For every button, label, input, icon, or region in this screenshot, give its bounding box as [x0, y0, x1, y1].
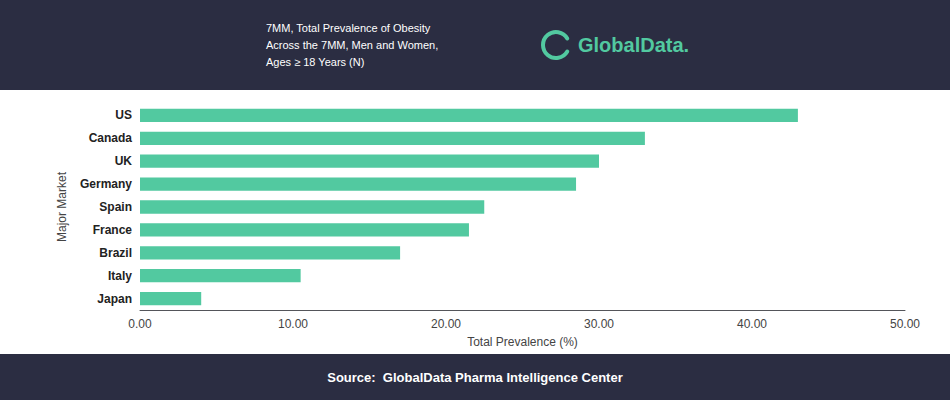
svg-text:GlobalData.: GlobalData.: [578, 34, 689, 56]
svg-text:UK: UK: [115, 154, 133, 168]
svg-text:10.00: 10.00: [278, 317, 308, 331]
svg-text:20.00: 20.00: [431, 317, 461, 331]
svg-text:0.00: 0.00: [128, 317, 152, 331]
svg-text:Japan: Japan: [97, 292, 132, 306]
svg-text:Brazil: Brazil: [99, 246, 132, 260]
svg-text:7MM, Total Prevalence of Obesi: 7MM, Total Prevalence of Obesity: [266, 22, 431, 34]
svg-text:France: France: [93, 223, 133, 237]
svg-text:Ages ≥ 18 Years (N): Ages ≥ 18 Years (N): [266, 56, 364, 68]
svg-text:Spain: Spain: [99, 200, 132, 214]
svg-text:Total Prevalence (%): Total Prevalence (%): [467, 335, 578, 349]
svg-text:US: US: [115, 108, 132, 122]
svg-text:Canada: Canada: [89, 131, 133, 145]
svg-text:40.00: 40.00: [737, 317, 767, 331]
svg-text:50.00: 50.00: [890, 317, 920, 331]
svg-text:Italy: Italy: [108, 269, 132, 283]
svg-text:Germany: Germany: [80, 177, 132, 191]
svg-text:Major Market: Major Market: [55, 171, 69, 242]
svg-text:Source: GlobalData Pharma Int: Source: GlobalData Pharma Intelligence C…: [327, 370, 622, 385]
svg-text:Across the 7MM, Men and Women,: Across the 7MM, Men and Women,: [266, 39, 438, 51]
svg-text:30.00: 30.00: [584, 317, 614, 331]
